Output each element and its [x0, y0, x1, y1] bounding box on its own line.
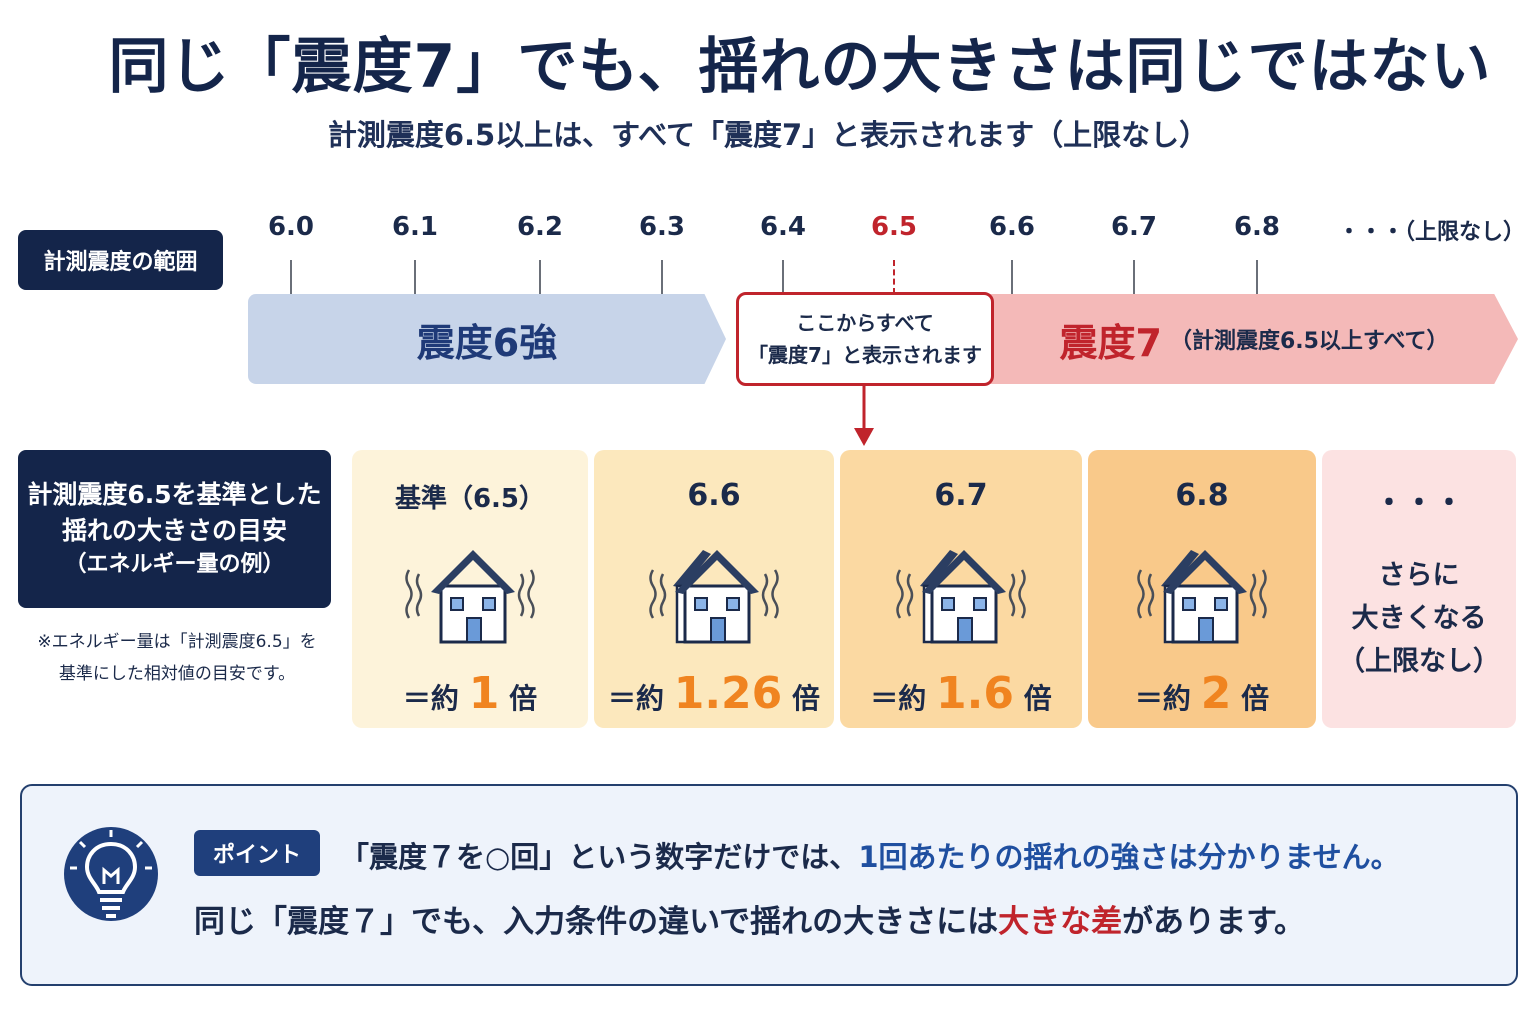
point-line-2: 同じ「震度７」でも、入力条件の違いで揺れの大きさには大きな差があります。: [194, 896, 1305, 941]
house-icon: [896, 550, 1026, 644]
tick-label: 6.2: [516, 212, 564, 242]
house-icon: [405, 550, 535, 644]
ratio-suffix: 倍: [792, 682, 821, 715]
point-text: があります。: [1122, 904, 1306, 940]
scale-label-line: 揺れの大きさの目安: [61, 516, 287, 546]
house-icon: [649, 550, 779, 644]
cell-ratio: ＝約 1 倍: [403, 668, 537, 719]
ratio-prefix: ＝約: [1134, 682, 1191, 715]
point-badge: ポイント: [194, 830, 320, 876]
energy-cell: 基準（6.5） ＝約 1 倍: [352, 450, 588, 728]
tick-mark: [1011, 260, 1013, 294]
cell-head: 6.7: [934, 478, 988, 513]
shindo7-band: 震度7 （計測震度6.5以上すべて）: [990, 294, 1518, 384]
note-line: 基準にした相対値の目安です。: [58, 664, 296, 685]
tick-label: 6.0: [267, 212, 315, 242]
energy-cell: 6.7 ＝約 1.6 倍: [840, 450, 1082, 728]
cell-head: ・・・: [1374, 486, 1464, 521]
page-subtitle: 計測震度6.5以上は、すべて「震度7」と表示されます（上限なし）: [327, 118, 1209, 152]
tick-mark: [414, 260, 416, 294]
ratio-value: 1.26: [673, 668, 783, 719]
more-text: さらに 大きくなる （上限なし）: [1338, 554, 1500, 684]
tick-mark: [290, 260, 292, 294]
tick-label: 6.7: [1110, 212, 1158, 242]
scale-label-line: （エネルギー量の例）: [64, 552, 285, 578]
more-cell: ・・・ さらに 大きくなる （上限なし）: [1322, 450, 1516, 728]
more-line: 大きくなる: [1351, 603, 1487, 635]
ratio-suffix: 倍: [1023, 682, 1052, 715]
tick-mark: [1256, 260, 1258, 294]
energy-cell: 6.6 ＝約 1.26 倍: [594, 450, 834, 728]
tick-mark: [1133, 260, 1135, 294]
callout-line: ここからすべて: [796, 311, 934, 335]
tick-mark: [539, 260, 541, 294]
point-line-1: 「震度７を○回」という数字だけでは、1回あたりの揺れの強さは分かりません。: [340, 834, 1400, 876]
energy-note: ※エネルギー量は「計測震度6.5」を 基準にした相対値の目安です。: [18, 626, 336, 691]
tick-label: 6.6: [988, 212, 1036, 242]
cell-ratio: ＝約 2 倍: [1135, 668, 1269, 719]
shindo6-label: 震度6強: [416, 320, 558, 365]
scale-label: 計測震度6.5を基準とした 揺れの大きさの目安 （エネルギー量の例）: [18, 450, 331, 608]
more-line: （上限なし）: [1338, 646, 1500, 678]
tick-end-label: ・・・（上限なし）: [1338, 220, 1526, 245]
point-text: 「震度７を○回」という数字だけでは、: [340, 840, 859, 874]
ratio-suffix: 倍: [1241, 682, 1270, 715]
point-text: 同じ「震度７」でも、入力条件の違いで揺れの大きさには: [194, 904, 999, 940]
tick-mark-highlight: [893, 260, 895, 294]
note-line: ※エネルギー量は「計測震度6.5」を: [37, 632, 317, 652]
shindo7-note: （計測震度6.5以上すべて）: [1169, 329, 1449, 354]
down-arrow-icon: [854, 386, 874, 446]
tick-label: 6.1: [391, 212, 439, 242]
cell-head: 6.6: [687, 478, 741, 513]
tick-label-highlight: 6.5: [870, 212, 918, 242]
more-line: さらに: [1378, 560, 1460, 591]
ratio-value: 1: [468, 668, 500, 719]
callout-line: 「震度7」と表示されます: [748, 343, 982, 367]
page-title: 同じ「震度7」でも、揺れの大きさは同じではない: [108, 32, 1492, 102]
tick-mark: [661, 260, 663, 294]
cell-head: 6.8: [1175, 478, 1229, 513]
shindo7-label: 震度7: [1059, 320, 1162, 365]
tick-mark: [782, 260, 784, 294]
lightbulb-icon: [64, 827, 158, 921]
ratio-value: 1.6: [936, 668, 1014, 719]
threshold-callout: ここからすべて 「震度7」と表示されます: [736, 292, 994, 386]
tick-label: 6.3: [638, 212, 686, 242]
ratio-prefix: ＝約: [607, 682, 664, 715]
cell-head: 基準（6.5）: [394, 484, 546, 514]
shindo6-strong-band: 震度6強: [248, 294, 726, 384]
point-text-emphasis: 大きな差: [998, 904, 1123, 940]
scale-label-line: 計測震度6.5を基準とした: [27, 479, 322, 509]
house-icon: [1137, 550, 1267, 644]
ratio-prefix: ＝約: [870, 682, 927, 715]
tick-label: 6.4: [759, 212, 807, 242]
energy-cell: 6.8 ＝約 2 倍: [1088, 450, 1316, 728]
point-box: [20, 784, 1518, 986]
point-text-emphasis: 1回あたりの揺れの強さは分かりません。: [858, 840, 1400, 874]
cell-ratio: ＝約 1.6 倍: [870, 668, 1051, 719]
ratio-suffix: 倍: [509, 682, 538, 715]
ratio-value: 2: [1200, 668, 1232, 719]
range-label: 計測震度の範囲: [18, 230, 223, 290]
tick-label: 6.8: [1233, 212, 1281, 242]
cell-ratio: ＝約 1.26 倍: [608, 668, 820, 719]
ratio-prefix: ＝約: [402, 682, 459, 715]
